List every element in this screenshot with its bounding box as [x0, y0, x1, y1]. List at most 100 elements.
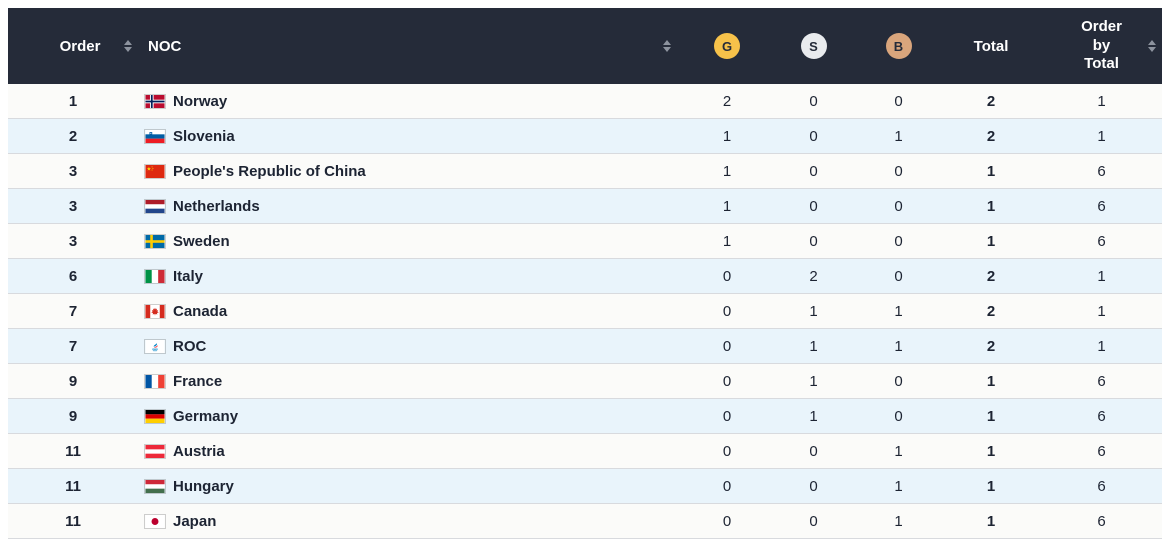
flag-slovenia-icon	[144, 128, 166, 144]
table-header-row: Order NOC G S B Total Order by Total	[8, 8, 1162, 84]
noc-cell: Germany	[138, 399, 683, 433]
silver-count-cell: 1	[809, 337, 818, 355]
bronze-count-cell: 1	[894, 477, 903, 495]
order-cell: 9	[68, 407, 78, 425]
total-header-label: Total	[973, 37, 1009, 55]
noc-header-label: NOC	[148, 37, 182, 55]
total-count-cell: 2	[986, 127, 996, 145]
column-header-silver: S	[771, 8, 856, 84]
total-count-cell: 1	[986, 512, 996, 530]
order-by-total-cell: 6	[1097, 407, 1106, 425]
noc-name: People's Republic of China	[173, 162, 366, 180]
sort-icon[interactable]	[1148, 40, 1156, 52]
silver-count-cell: 0	[809, 197, 818, 215]
order-cell: 11	[65, 477, 81, 495]
flag-canada-icon	[144, 303, 166, 319]
total-count-cell: 2	[986, 267, 996, 285]
noc-name: France	[173, 372, 223, 390]
order-by-total-header-label: Order by Total	[1081, 17, 1122, 73]
order-by-total-cell: 6	[1097, 512, 1106, 530]
gold-count-cell: 1	[722, 127, 732, 145]
column-header-gold: G	[683, 8, 771, 84]
order-cell: 3	[68, 232, 78, 250]
table-row[interactable]: 11 Austria 0 0 1 1 6	[8, 434, 1162, 469]
bronze-count-cell: 1	[894, 127, 903, 145]
noc-name: Austria	[173, 442, 225, 460]
total-count-cell: 2	[986, 92, 996, 110]
table-row[interactable]: 11 Japan 0 0 1 1 6	[8, 504, 1162, 539]
table-row[interactable]: 7 ROC 0 1 1 2 1	[8, 329, 1162, 364]
order-by-total-cell: 6	[1097, 162, 1106, 180]
flag-germany-icon	[144, 408, 166, 424]
total-count-cell: 1	[986, 162, 996, 180]
silver-count-cell: 1	[809, 302, 818, 320]
bronze-count-cell: 0	[894, 197, 903, 215]
bronze-medal-icon: B	[885, 33, 912, 59]
column-header-order[interactable]: Order	[8, 8, 138, 84]
order-by-total-cell: 6	[1097, 442, 1106, 460]
noc-cell: Hungary	[138, 469, 683, 503]
gold-count-cell: 2	[722, 92, 732, 110]
table-row[interactable]: 11 Hungary 0 0 1 1 6	[8, 469, 1162, 504]
noc-name: Norway	[173, 92, 228, 110]
gold-medal-icon: G	[714, 33, 740, 59]
order-by-total-cell: 1	[1097, 92, 1106, 110]
flag-netherlands-icon	[144, 198, 166, 214]
order-cell: 6	[68, 267, 78, 285]
silver-medal-icon: S	[800, 33, 827, 59]
flag-france-icon	[144, 373, 166, 389]
table-row[interactable]: 7 Canada 0 1 1 2 1	[8, 294, 1162, 329]
noc-cell: Slovenia	[138, 119, 683, 153]
order-cell: 3	[68, 162, 78, 180]
flag-norway-icon	[144, 93, 166, 109]
noc-name: Italy	[173, 267, 204, 285]
order-cell: 11	[65, 512, 81, 530]
table-row[interactable]: 9 France 0 1 0 1 6	[8, 364, 1162, 399]
silver-count-cell: 0	[809, 162, 818, 180]
total-count-cell: 1	[986, 197, 996, 215]
column-header-order-by-total[interactable]: Order by Total	[1041, 8, 1162, 84]
noc-name: ROC	[173, 337, 207, 355]
order-by-total-cell: 6	[1097, 477, 1106, 495]
gold-count-cell: 0	[722, 477, 732, 495]
bronze-count-cell: 0	[894, 92, 903, 110]
noc-name: Slovenia	[173, 127, 235, 145]
order-by-total-cell: 6	[1097, 197, 1106, 215]
gold-count-cell: 1	[722, 232, 732, 250]
order-cell: 2	[68, 127, 78, 145]
order-cell: 3	[68, 197, 78, 215]
noc-name: Canada	[173, 302, 228, 320]
total-count-cell: 1	[986, 477, 996, 495]
sort-icon[interactable]	[663, 40, 671, 52]
column-header-bronze: B	[856, 8, 941, 84]
order-by-total-cell: 1	[1097, 127, 1106, 145]
silver-count-cell: 1	[809, 407, 818, 425]
silver-count-cell: 0	[809, 127, 818, 145]
bronze-count-cell: 0	[894, 162, 903, 180]
sort-icon[interactable]	[124, 40, 132, 52]
gold-count-cell: 0	[722, 267, 732, 285]
table-row[interactable]: 9 Germany 0 1 0 1 6	[8, 399, 1162, 434]
gold-count-cell: 1	[722, 162, 732, 180]
flag-hungary-icon	[144, 478, 166, 494]
silver-count-cell: 0	[809, 512, 818, 530]
table-row[interactable]: 2 Slovenia 1 0 1 2 1	[8, 119, 1162, 154]
total-count-cell: 1	[986, 442, 996, 460]
column-header-noc[interactable]: NOC	[138, 8, 683, 84]
table-row[interactable]: 3 People's Republic of China 1 0 0 1 6	[8, 154, 1162, 189]
silver-count-cell: 2	[809, 267, 818, 285]
table-row[interactable]: 3 Sweden 1 0 0 1 6	[8, 224, 1162, 259]
table-row[interactable]: 6 Italy 0 2 0 2 1	[8, 259, 1162, 294]
total-count-cell: 1	[986, 232, 996, 250]
table-row[interactable]: 1 Norway 2 0 0 2 1	[8, 84, 1162, 119]
noc-cell: Netherlands	[138, 189, 683, 223]
order-cell: 9	[68, 372, 78, 390]
gold-count-cell: 0	[722, 372, 732, 390]
flag-austria-icon	[144, 443, 166, 459]
noc-cell: Austria	[138, 434, 683, 468]
noc-cell: Italy	[138, 259, 683, 293]
gold-count-cell: 0	[722, 442, 732, 460]
order-by-total-cell: 1	[1097, 337, 1106, 355]
table-row[interactable]: 3 Netherlands 1 0 0 1 6	[8, 189, 1162, 224]
gold-count-cell: 1	[722, 197, 732, 215]
